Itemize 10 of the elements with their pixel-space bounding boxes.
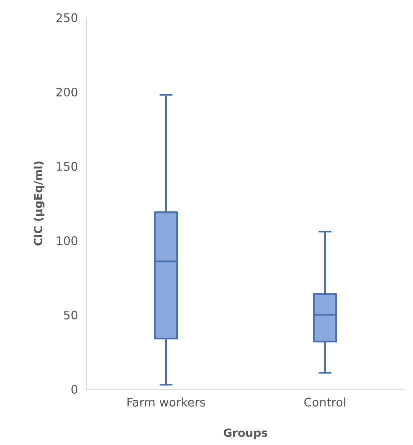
y-tick-label: 200 [56, 88, 78, 97]
x-axis-title: Groups [224, 428, 268, 440]
x-tick-label: Control [304, 398, 346, 407]
x-tick-label: Farm workers [128, 398, 206, 407]
y-tick-label: 150 [57, 162, 78, 172]
y-axis-title: CIC (µgEq/ml) [34, 162, 45, 246]
y-tick-label: 100 [57, 236, 78, 246]
y-tick-label: 0 [72, 385, 78, 394]
y-tick-label: 50 [64, 310, 78, 320]
y-tick-label: 250 [56, 14, 78, 22]
